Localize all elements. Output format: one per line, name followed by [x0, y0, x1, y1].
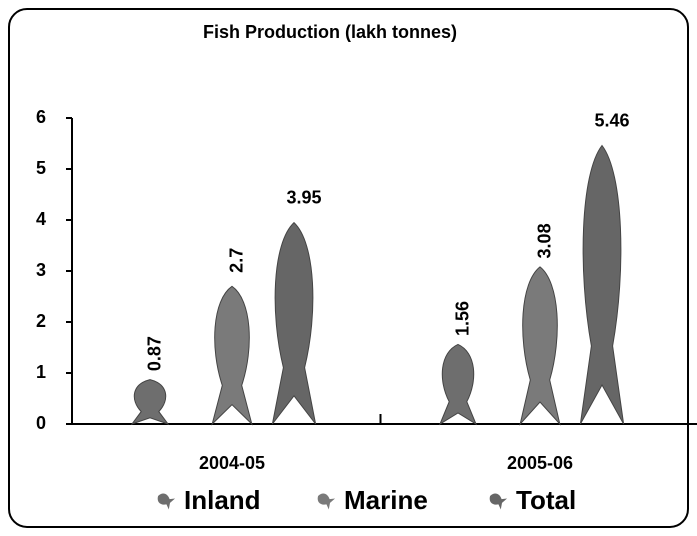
y-tick-label: 4: [36, 209, 46, 229]
bar: [438, 343, 478, 426]
bar: [130, 379, 170, 425]
value-label: 3.08: [535, 223, 555, 258]
legend-label: Inland: [184, 485, 261, 515]
y-tick-label: 1: [36, 362, 46, 382]
legend-swatch: [157, 493, 176, 510]
legend-swatch: [489, 493, 508, 510]
bar: [271, 221, 317, 425]
value-label: 1.56: [453, 301, 473, 336]
value-label: 5.46: [594, 110, 629, 130]
value-label: 0.87: [145, 336, 165, 371]
bar: [519, 266, 561, 426]
chart-frame: [8, 8, 689, 528]
y-tick-label: 5: [36, 158, 46, 178]
legend-swatch: [317, 493, 336, 510]
y-tick-label: 3: [36, 260, 46, 280]
value-label: 3.95: [286, 187, 321, 207]
x-tick-label: 2004-05: [199, 453, 265, 473]
bar: [211, 285, 253, 426]
chart-title: Fish Production (lakh tonnes): [203, 22, 457, 42]
x-tick-label: 2005-06: [507, 453, 573, 473]
y-tick-label: 0: [36, 413, 46, 433]
y-tick-label: 6: [36, 107, 46, 127]
value-label: 2.7: [227, 248, 247, 273]
legend-label: Marine: [344, 485, 428, 515]
y-tick-label: 2: [36, 311, 46, 331]
legend-label: Total: [516, 485, 576, 515]
bar: [579, 144, 625, 425]
